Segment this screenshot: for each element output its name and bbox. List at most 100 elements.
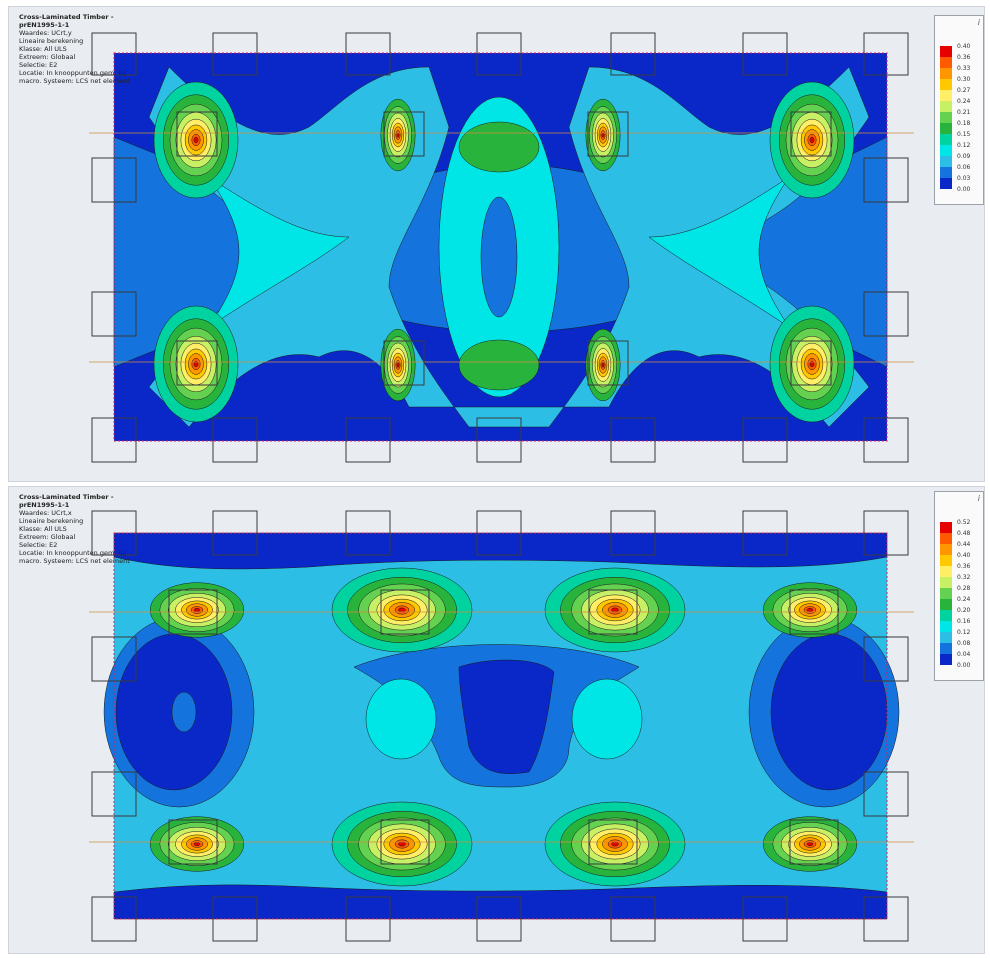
column-outline — [168, 819, 218, 865]
info-block: Cross-Laminated Timber - prEN1995-1-1 Wa… — [19, 13, 130, 85]
legend: i 0.40 0.36 0.33 0.30 0.27 0.24 0.21 0.18 0.15 0.… — [934, 15, 984, 205]
legend-value: 0.06 — [957, 164, 971, 171]
contour-hotspot — [396, 362, 400, 368]
column-outline — [610, 896, 656, 942]
contour-band — [571, 678, 643, 760]
legend-value: 0.36 — [957, 54, 971, 61]
legend-value: 0.32 — [957, 574, 971, 581]
legend-swatch — [940, 178, 952, 189]
legend-value: 0.36 — [957, 563, 971, 570]
legend-swatch — [940, 610, 952, 621]
column-outline — [91, 32, 137, 76]
column-outline — [789, 819, 839, 865]
legend-value: 0.00 — [957, 662, 971, 669]
contour-plot[interactable] — [9, 7, 984, 481]
column-outline — [863, 771, 909, 817]
info-line: Extreem: Globaal — [19, 53, 76, 61]
legend-swatch — [940, 632, 952, 643]
column-outline — [383, 111, 425, 157]
column-outline — [91, 510, 137, 556]
contour-band — [458, 121, 540, 173]
legend-value: 0.18 — [957, 120, 971, 127]
legend-value: 0.48 — [957, 530, 971, 537]
legend-value: 0.40 — [957, 43, 971, 50]
legend-swatch — [940, 46, 952, 57]
column-outline — [91, 157, 137, 203]
legend-value: 0.20 — [957, 607, 971, 614]
contour-hotspot — [601, 362, 605, 368]
legend-value: 0.00 — [957, 186, 971, 193]
legend-swatch — [940, 566, 952, 577]
contour-band — [458, 659, 555, 774]
legend-swatch — [940, 577, 952, 588]
contour-band — [648, 176, 790, 328]
bottom-contour-panel: Cross-Laminated Timber - prEN1995-1-1 Wa… — [8, 486, 985, 954]
contour-plot[interactable] — [9, 487, 984, 953]
contour-hotspot — [611, 841, 619, 847]
info-line: Waardes: UCrt,y — [19, 29, 72, 37]
contour-hotspot — [806, 842, 814, 846]
legend-swatch — [940, 167, 952, 178]
info-line: macro. Systeem: LCS net element — [19, 77, 130, 85]
column-outline — [91, 417, 137, 463]
contour-band — [365, 678, 437, 760]
column-outline — [380, 589, 430, 635]
contour-hotspot — [398, 607, 406, 613]
column-outline — [476, 510, 522, 556]
legend-value: 0.03 — [957, 175, 971, 182]
legend-swatch — [940, 621, 952, 632]
column-outline — [863, 32, 909, 76]
contour-band — [171, 691, 197, 733]
column-outline — [91, 896, 137, 942]
info-icon[interactable]: i — [977, 18, 980, 27]
slab-edge — [113, 52, 888, 442]
contour-hotspot — [193, 360, 199, 368]
legend-swatch — [940, 90, 952, 101]
column-outline — [345, 417, 391, 463]
column-outline — [742, 32, 788, 76]
legend-swatch — [940, 68, 952, 79]
column-outline — [790, 111, 832, 157]
info-line: Lineaire berekening — [19, 37, 84, 45]
column-outline — [587, 340, 629, 386]
legend-swatch — [940, 533, 952, 544]
column-outline — [742, 417, 788, 463]
column-outline — [380, 819, 430, 865]
legend-swatch — [940, 101, 952, 112]
contour-band — [458, 339, 540, 391]
info-code: prEN1995-1-1 — [19, 21, 70, 29]
legend-swatch — [940, 654, 952, 665]
contour-hotspot — [809, 360, 815, 368]
legend-value: 0.28 — [957, 585, 971, 592]
legend-value: 0.24 — [957, 98, 971, 105]
column-outline — [212, 896, 258, 942]
info-line: macro. Systeem: LCS net element — [19, 557, 130, 565]
legend-value: 0.12 — [957, 629, 971, 636]
info-icon[interactable]: i — [977, 494, 980, 503]
column-outline — [790, 340, 832, 386]
legend-swatch — [940, 588, 952, 599]
info-line: Lineaire berekening — [19, 517, 84, 525]
column-outline — [212, 417, 258, 463]
column-outline — [168, 589, 218, 635]
column-outline — [91, 291, 137, 337]
info-line: Locatie: In knooppunten gem. bij — [19, 69, 127, 77]
legend-swatch — [940, 112, 952, 123]
column-outline — [610, 32, 656, 76]
column-outline — [91, 636, 137, 682]
legend-value: 0.24 — [957, 596, 971, 603]
legend-value: 0.09 — [957, 153, 971, 160]
legend-value: 0.15 — [957, 131, 971, 138]
legend-swatch — [940, 134, 952, 145]
column-outline — [863, 896, 909, 942]
column-outline — [176, 111, 218, 157]
info-code: prEN1995-1-1 — [19, 501, 70, 509]
info-line: Klasse: All ULS — [19, 525, 67, 533]
legend-value: 0.52 — [957, 519, 971, 526]
column-outline — [476, 417, 522, 463]
legend-swatch — [940, 145, 952, 156]
column-outline — [588, 589, 638, 635]
column-outline — [742, 896, 788, 942]
column-outline — [863, 417, 909, 463]
column-outline — [345, 510, 391, 556]
